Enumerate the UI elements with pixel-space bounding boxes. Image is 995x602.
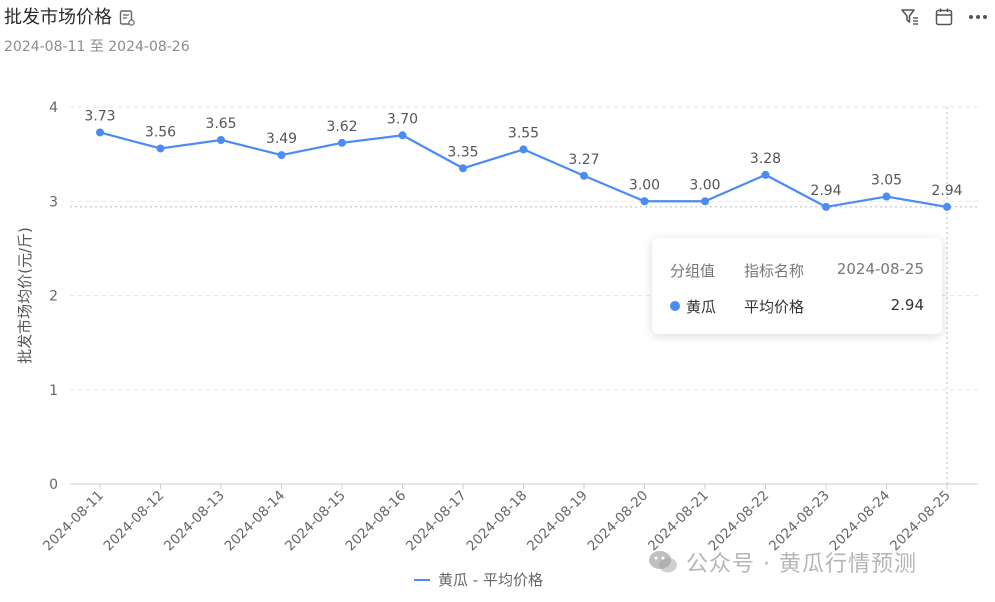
data-label: 3.05 xyxy=(871,173,902,189)
wechat-logo-icon xyxy=(648,549,678,575)
data-label: 3.62 xyxy=(326,119,357,135)
tooltip-head-group: 分组值 xyxy=(670,262,716,280)
more-icon[interactable] xyxy=(967,6,989,28)
data-point xyxy=(822,202,830,211)
legend-label: 黄瓜 - 平均价格 xyxy=(438,571,543,589)
x-tick-label: 2024-08-17 xyxy=(403,488,470,555)
tooltip-row-metric: 平均价格 xyxy=(744,298,805,316)
x-tick-label: 2024-08-19 xyxy=(524,488,591,555)
calendar-icon[interactable] xyxy=(933,6,955,28)
data-label: 3.55 xyxy=(508,125,539,141)
chart-title: 批发市场价格 xyxy=(4,7,112,28)
note-icon[interactable] xyxy=(118,9,136,27)
x-tick-label: 2024-08-21 xyxy=(645,488,712,555)
tooltip-row-value: 2.94 xyxy=(890,296,924,314)
data-point xyxy=(96,128,104,137)
x-tick-label: 2024-08-24 xyxy=(827,488,894,555)
data-label: 3.65 xyxy=(205,116,236,132)
data-point xyxy=(640,197,649,206)
filter-icon[interactable] xyxy=(899,6,921,28)
data-label: 3.00 xyxy=(629,177,660,193)
tooltip-row-group: 黄瓜 xyxy=(670,296,716,317)
chart-toolbar xyxy=(899,6,989,28)
data-point xyxy=(701,197,709,206)
chart-legend[interactable]: 黄瓜 - 平均价格 xyxy=(414,569,543,590)
x-tick-label: 2024-08-11 xyxy=(40,488,107,555)
data-label: 3.56 xyxy=(145,124,176,140)
x-tick-label: 2024-08-14 xyxy=(222,488,289,555)
data-label: 3.49 xyxy=(266,131,297,147)
data-point xyxy=(156,144,165,153)
data-label: 3.27 xyxy=(568,152,599,168)
date-range: 2024-08-11 至 2024-08-26 xyxy=(4,39,190,55)
data-point xyxy=(217,135,225,144)
x-tick-label: 2024-08-13 xyxy=(161,488,228,555)
data-label: 2.94 xyxy=(810,183,841,199)
y-axis-label: 批发市场均价(元/斤) xyxy=(16,227,34,364)
x-tick-label: 2024-08-18 xyxy=(464,488,531,555)
watermark-text: 公众号 · 黄瓜行情预测 xyxy=(686,552,917,577)
data-point xyxy=(519,145,528,154)
data-label: 2.94 xyxy=(931,183,962,199)
data-point xyxy=(882,192,891,201)
x-tick-label: 2024-08-15 xyxy=(282,488,349,555)
x-tick-label: 2024-08-23 xyxy=(766,488,833,555)
data-point xyxy=(943,202,951,211)
y-tick-label: 1 xyxy=(49,383,58,399)
tooltip: 分组值 指标名称 2024-08-25 黄瓜 平均价格 2.94 xyxy=(652,238,942,334)
x-tick-label: 2024-08-12 xyxy=(101,488,168,555)
y-tick-label: 2 xyxy=(49,289,58,305)
tooltip-head-date: 2024-08-25 xyxy=(836,260,924,278)
y-tick-label: 4 xyxy=(49,100,58,116)
data-point xyxy=(459,164,467,173)
y-tick-label: 0 xyxy=(49,477,58,493)
x-tick-label: 2024-08-16 xyxy=(343,488,410,555)
data-label: 3.35 xyxy=(447,144,478,160)
legend-line-icon xyxy=(414,578,430,581)
chart-header: 批发市场价格 2024-08-11 至 2024-08-26 xyxy=(4,6,190,56)
data-point xyxy=(338,138,346,147)
data-label: 3.70 xyxy=(387,111,418,127)
watermark: 公众号 · 黄瓜行情预测 xyxy=(648,546,917,578)
data-label: 3.28 xyxy=(750,151,781,167)
tooltip-group-label: 黄瓜 xyxy=(686,298,717,316)
x-tick-label: 2024-08-25 xyxy=(887,488,954,555)
data-point xyxy=(398,131,407,140)
data-label: 3.73 xyxy=(84,108,115,124)
data-label: 3.00 xyxy=(689,177,720,193)
series-dot-icon xyxy=(670,301,680,311)
y-tick-label: 3 xyxy=(49,194,58,210)
data-point xyxy=(580,171,588,180)
x-tick-label: 2024-08-22 xyxy=(706,488,773,555)
x-tick-label: 2024-08-20 xyxy=(585,488,652,555)
data-point xyxy=(277,151,286,160)
tooltip-head-metric: 指标名称 xyxy=(744,262,805,280)
data-point xyxy=(761,170,770,179)
